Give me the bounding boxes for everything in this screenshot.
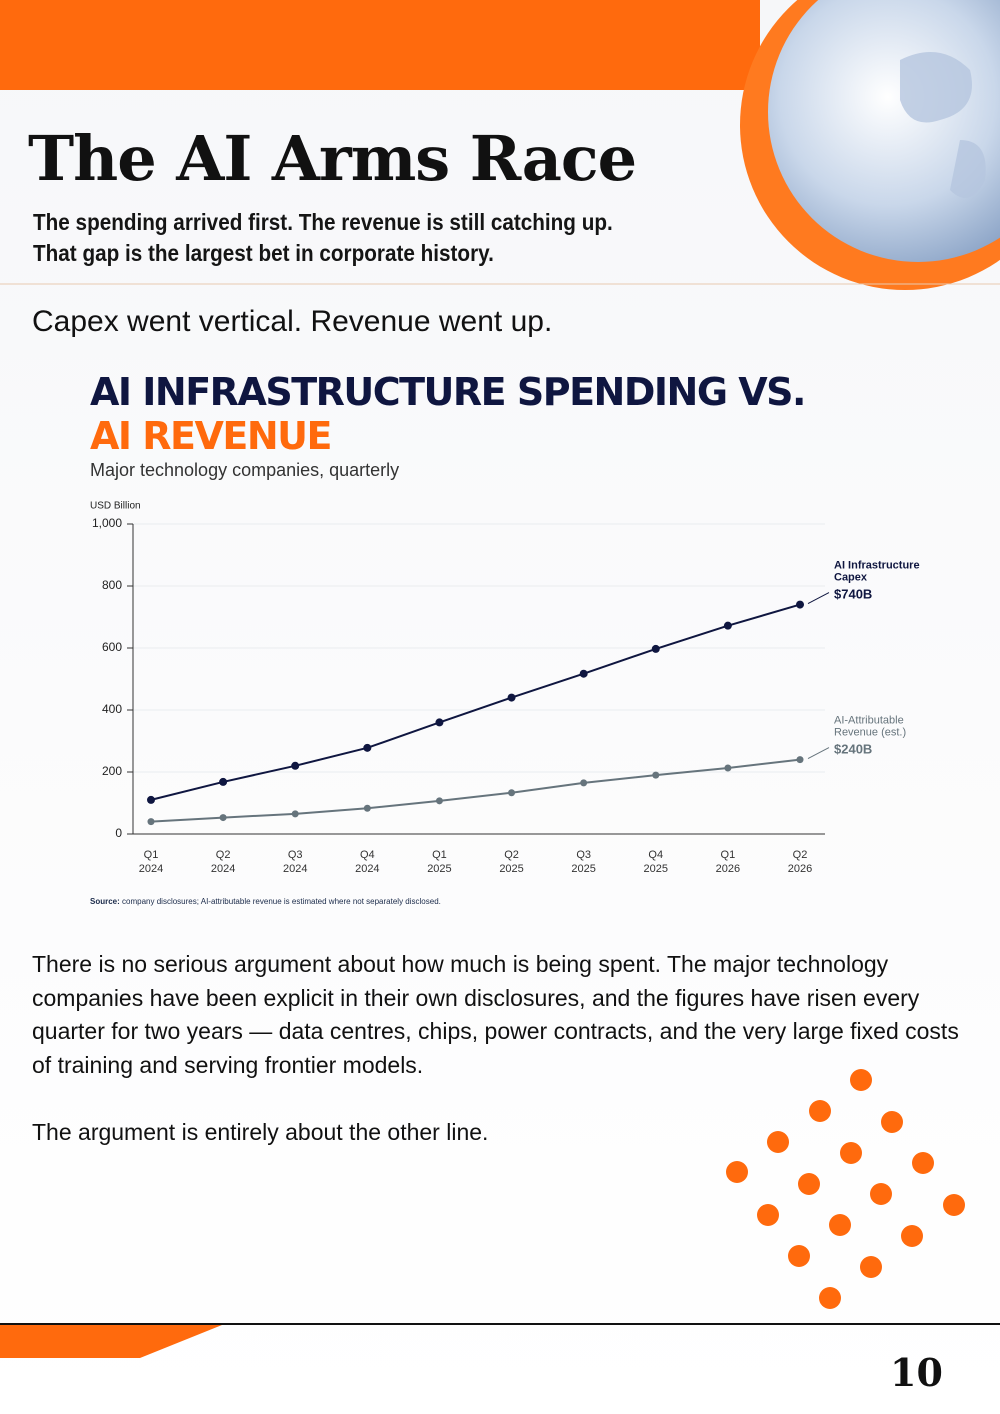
leader <box>807 747 830 760</box>
subtitle-line: The spending arrived first. The revenue … <box>33 209 613 235</box>
series-label: AI-Attributable Revenue (est.) <box>834 715 906 739</box>
series-line <box>150 758 801 823</box>
source-text: company disclosures; AI-attributable rev… <box>122 897 441 906</box>
x-tick-label: Q3 2024 <box>283 849 307 875</box>
point <box>796 600 804 609</box>
y-tick-label: 600 <box>102 640 122 654</box>
point <box>147 795 155 804</box>
x-tick-label: Q1 2026 <box>716 849 740 875</box>
chart: USD Billion Source: company disclosures;… <box>90 501 920 906</box>
source: Source: company disclosures; AI-attribut… <box>90 897 441 906</box>
page-number: 10 <box>890 1350 943 1395</box>
series-label: AI Infrastructure Capex <box>834 560 920 584</box>
x-tick-label: Q2 2026 <box>788 849 812 875</box>
y-tick-label: 400 <box>102 702 122 716</box>
x-tick-label: Q4 2025 <box>644 849 668 875</box>
x-tick-label: Q1 2024 <box>139 849 163 875</box>
point <box>508 789 516 797</box>
y-tick-label: 200 <box>102 764 122 778</box>
chart-title-highlight: AI REVENUE <box>90 414 332 458</box>
point <box>291 810 299 818</box>
point <box>435 797 443 805</box>
top-band <box>0 0 760 90</box>
source-label: Source: <box>90 897 120 906</box>
point <box>219 777 228 786</box>
value-label: $240B <box>834 742 872 757</box>
x-tick-label: Q4 2024 <box>355 849 379 875</box>
y-tick-label: 0 <box>115 826 122 840</box>
chart-title: AI INFRASTRUCTURE SPENDING VS. <box>90 370 806 414</box>
point <box>291 761 300 770</box>
globe-land <box>900 52 986 198</box>
paragraph: There is no serious argument about how m… <box>32 951 959 1078</box>
value-label: $740B <box>834 587 872 602</box>
point <box>579 669 588 678</box>
section-heading: Capex went vertical. Revenue went up. <box>32 305 553 338</box>
footer-band <box>0 1325 222 1358</box>
page-title: The AI Arms Race <box>28 122 637 195</box>
point <box>147 818 155 826</box>
x-tick-label: Q3 2025 <box>571 849 595 875</box>
point <box>651 644 660 653</box>
point <box>723 621 732 630</box>
point <box>507 693 516 702</box>
subtitle-line: That gap is the largest bet in corporate… <box>33 240 494 266</box>
x-tick-label: Q2 2024 <box>211 849 235 875</box>
point <box>219 814 227 822</box>
x-tick-label: Q1 2025 <box>427 849 451 875</box>
point <box>724 764 732 772</box>
paragraph: The argument is entirely about the other… <box>32 1119 489 1145</box>
point <box>363 804 371 812</box>
y-tick-label: 800 <box>102 578 122 592</box>
leader <box>807 592 830 605</box>
y-axis-label: USD Billion <box>90 501 141 512</box>
point <box>580 779 588 787</box>
series-line <box>150 603 801 801</box>
point <box>363 743 372 752</box>
y-tick-label: 1,000 <box>92 516 122 530</box>
point <box>435 718 444 727</box>
x-tick-label: Q2 2025 <box>499 849 523 875</box>
point <box>652 771 660 779</box>
dots <box>726 1069 965 1309</box>
point <box>796 756 804 764</box>
chart-subtitle: Major technology companies, quarterly <box>90 460 400 480</box>
